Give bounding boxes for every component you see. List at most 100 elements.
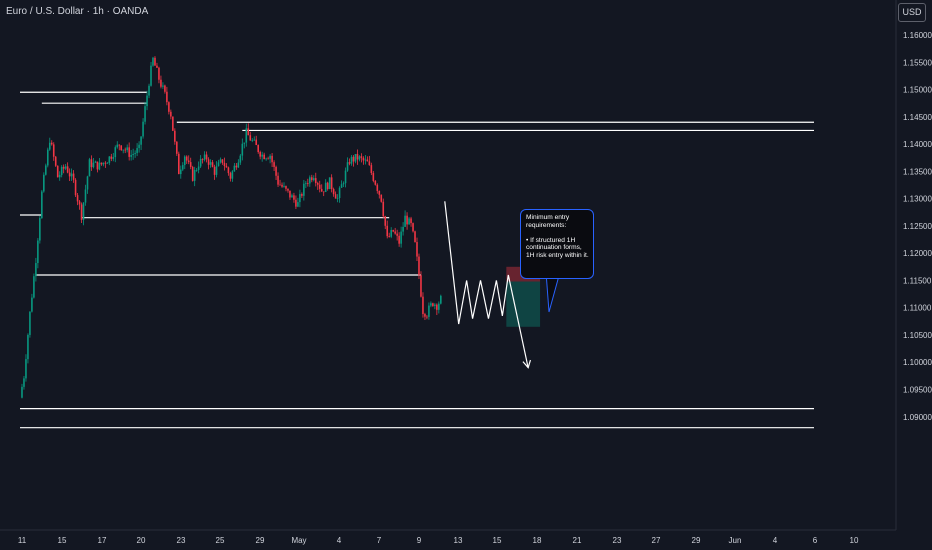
candle-body [92,162,95,168]
candle-body [172,116,174,131]
candle-body [126,147,128,151]
candle-body [307,183,309,184]
candle-body [241,143,244,156]
price-tick-label: 1.16000 [903,31,932,40]
price-tick-label: 1.14500 [903,113,932,122]
candle-body [426,316,428,318]
candle-body [422,296,424,315]
candle-body [70,173,73,177]
candle-body [370,165,373,174]
candle-body [436,304,438,310]
candle-body [257,145,259,153]
candle-body [265,158,267,160]
candle-body [338,187,341,198]
candle-body [430,303,432,306]
projection-path [444,201,529,368]
candle-body [116,144,119,148]
candle-body [225,166,228,168]
candle-body [344,170,347,184]
candle-body [72,173,75,180]
candle-body [297,202,299,207]
candle-body [424,314,426,317]
candle-body [193,170,196,181]
candle-body [209,162,212,165]
candle-body [432,303,434,306]
candle-body [60,166,63,175]
projection-arrow-head [522,359,532,369]
candle-body [160,79,162,87]
time-tick-label: 25 [216,536,225,545]
candle-body [207,159,210,165]
candle-body [384,216,387,226]
candle-body [406,215,408,225]
candle-body [132,154,134,155]
candle-body [54,156,57,166]
candle-body [378,190,381,195]
currency-button[interactable]: USD [898,3,926,22]
time-tick-label: 23 [177,536,186,545]
price-tick-label: 1.10000 [903,358,932,367]
candle-body [440,295,442,304]
candle-body [223,162,226,167]
candle-body [291,195,293,198]
candle-body [309,177,311,184]
candle-body [261,154,263,157]
candle-body [281,184,283,187]
candle-body [348,162,351,164]
candle-body [398,235,400,244]
candle-body [376,184,379,191]
candle-body [50,142,53,145]
candle-body [176,141,178,154]
candle-body [76,195,79,202]
candle-body [96,161,99,170]
candle-body [438,303,440,310]
candle-body [418,256,420,276]
price-tick-label: 1.12500 [903,222,932,231]
candle-body [64,166,67,169]
price-tick-label: 1.13500 [903,167,932,176]
note-callout[interactable]: Minimum entry requirements: • If structu… [520,209,594,279]
candle-body [195,169,198,171]
candle-body [154,57,156,66]
candle-body [86,176,89,190]
candle-body [130,154,132,157]
candle-body [237,162,240,168]
candle-body [203,154,206,160]
candle-body [197,166,200,170]
candle-body [39,218,41,241]
candle-body [189,162,192,167]
candle-body [332,189,335,195]
candle-body [187,160,190,163]
time-tick-label: 10 [850,536,859,545]
candle-body [114,147,117,158]
price-tick-label: 1.11500 [903,276,932,285]
candle-body [58,174,61,178]
candle-body [56,165,59,178]
candle-body [78,201,81,205]
candle-body [259,152,261,157]
candle-body [412,223,414,232]
candle-body [136,148,138,154]
price-tick-label: 1.15500 [903,58,932,67]
candle-body [62,166,65,169]
candle-body [179,169,182,175]
candle-body [380,194,383,202]
candle-body [320,188,323,192]
time-tick-label: 11 [18,536,27,545]
candle-body [166,91,168,103]
price-tick-label: 1.15000 [903,86,932,95]
time-tick-label: Jun [729,536,742,545]
candle-body [295,199,297,207]
candle-body [318,184,321,189]
candle-body [164,85,166,92]
time-tick-label: May [291,536,306,545]
time-tick-label: 4 [337,536,342,545]
price-tick-label: 1.12000 [903,249,932,258]
candle-body [392,230,394,232]
candle-body [112,157,115,159]
candle-body [273,162,275,167]
candle-body [170,111,172,117]
price-tick-label: 1.10500 [903,331,932,340]
